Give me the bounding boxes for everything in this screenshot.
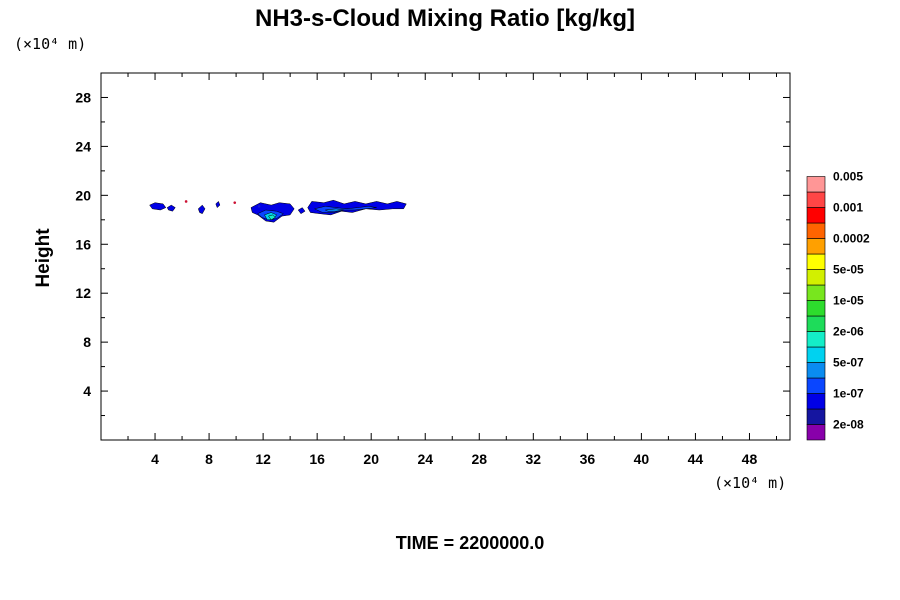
x-tick-label: 12 (255, 451, 271, 467)
x-tick-label: 28 (471, 451, 487, 467)
y-axis-unit: (×10⁴ m) (14, 35, 86, 53)
x-tick-label: 36 (580, 451, 596, 467)
x-tick-label: 32 (526, 451, 542, 467)
contour-region-2 (198, 204, 206, 215)
x-tick-label: 16 (309, 451, 325, 467)
colorbar-swatch-3 (806, 377, 826, 394)
colorbar-label: 2e-06 (833, 325, 864, 339)
colorbar-label: 0.005 (833, 170, 863, 184)
colorbar-swatch-12 (806, 238, 826, 255)
colorbar-label: 1e-07 (833, 387, 864, 401)
y-tick-label: 24 (75, 138, 91, 154)
x-tick-label: 20 (363, 451, 379, 467)
x-tick-label: 8 (205, 451, 213, 467)
colorbar-label: 0.001 (833, 201, 863, 215)
colorbar-swatch-13 (806, 222, 826, 239)
y-axis-ticks: 4 8 12 16 20 24 28 (75, 72, 790, 417)
contour-dot-0 (184, 200, 188, 203)
colorbar-swatch-0 (806, 424, 826, 441)
x-tick-label: 44 (688, 451, 704, 467)
colorbar-label: 0.0002 (833, 232, 870, 246)
y-tick-label: 16 (75, 236, 91, 252)
contour-region-11 (324, 208, 345, 212)
x-tick-label: 40 (634, 451, 650, 467)
colorbar-swatch-10 (806, 269, 826, 286)
contour-dot-1 (233, 201, 237, 204)
colorbar-label: 2e-08 (833, 418, 864, 432)
x-axis-ticks: 4 8 12 16 20 24 28 32 36 40 44 48 (127, 73, 777, 467)
x-axis-unit: (×10⁴ m) (714, 474, 786, 492)
colorbar-swatch-7 (806, 315, 826, 332)
contour-region-1 (166, 204, 176, 212)
colorbar-swatch-15 (806, 191, 826, 208)
contour-region-8 (297, 207, 306, 215)
colorbar-swatch-1 (806, 408, 826, 425)
colorbar-swatch-9 (806, 284, 826, 301)
colorbar-swatch-6 (806, 331, 826, 348)
x-tick-label: 24 (417, 451, 433, 467)
colorbar-swatch-8 (806, 300, 826, 317)
colorbar-swatch-14 (806, 207, 826, 224)
colorbar-swatch-4 (806, 362, 826, 379)
colorbar-swatch-5 (806, 346, 826, 363)
colorbar-swatch-11 (806, 253, 826, 270)
y-axis-label: Height (33, 228, 54, 288)
chart-title: NH3-s-Cloud Mixing Ratio [kg/kg] (255, 5, 635, 32)
colorbar-label: 5e-07 (833, 356, 864, 370)
y-tick-label: 28 (75, 89, 91, 105)
contour-region-0 (149, 202, 167, 211)
y-tick-label: 20 (75, 187, 91, 203)
plot-frame (100, 72, 791, 441)
y-tick-label: 8 (83, 334, 91, 350)
contour-region-3 (215, 200, 221, 209)
time-label: TIME = 2200000.0 (396, 533, 545, 553)
contour-fill-layer (149, 199, 407, 223)
y-tick-label: 4 (83, 383, 91, 399)
x-tick-label: 4 (151, 451, 159, 467)
contour-dot-2 (257, 205, 261, 208)
y-tick-label: 12 (75, 285, 91, 301)
colorbar-label: 5e-05 (833, 263, 864, 277)
colorbar: 2e-08 1e-07 5e-07 2e-06 1e-05 5e-05 0.0002 0.00… (806, 170, 870, 441)
contour-region-7 (268, 214, 276, 221)
colorbar-swatch-2 (806, 393, 826, 410)
colorbar-swatch-16 (806, 176, 826, 193)
x-tick-label: 48 (742, 451, 758, 467)
colorbar-label: 1e-05 (833, 294, 864, 308)
